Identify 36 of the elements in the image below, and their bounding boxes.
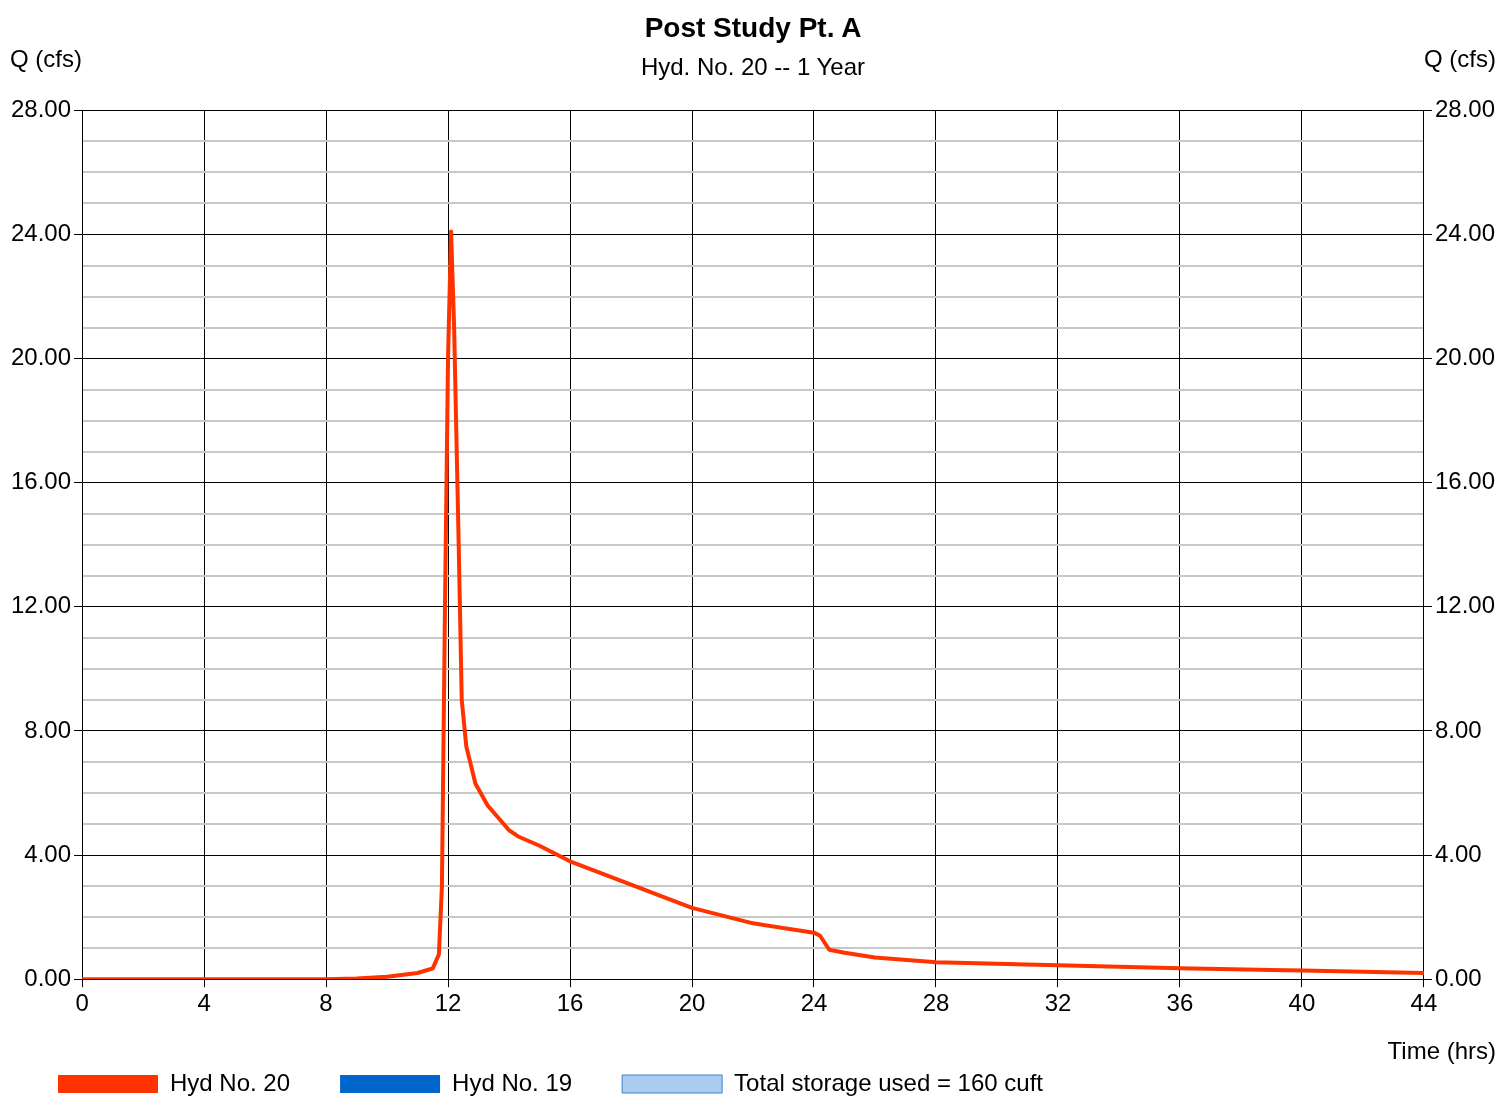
x-tick-label: 8 xyxy=(319,989,333,1017)
x-tick-label: 0 xyxy=(75,989,89,1017)
legend-label: Hyd No. 19 xyxy=(452,1068,573,1096)
x-tick-label: 28 xyxy=(922,989,950,1017)
y2-tick-label: 24.00 xyxy=(1434,219,1495,247)
x-tick-label: 20 xyxy=(678,989,706,1017)
y-tick-label: 16.00 xyxy=(11,467,72,495)
y2-tick-label: 28.00 xyxy=(1434,95,1495,123)
x-tick-label: 24 xyxy=(800,989,828,1017)
x-tick-label: 16 xyxy=(556,989,584,1017)
y2-tick-label: 16.00 xyxy=(1434,467,1495,495)
chart-subtitle: Hyd. No. 20 -- 1 Year xyxy=(640,52,866,80)
y-tick-label: 12.00 xyxy=(11,591,72,619)
legend-label: Hyd No. 20 xyxy=(170,1068,291,1096)
x-tick-label: 32 xyxy=(1044,989,1072,1017)
x-tick-label: 4 xyxy=(197,989,211,1017)
y-axis-title: Q (cfs) xyxy=(10,44,82,72)
y2-tick-label: 4.00 xyxy=(1434,839,1482,867)
x-tick-label: 36 xyxy=(1166,989,1194,1017)
y2-tick-label: 12.00 xyxy=(1434,591,1495,619)
y2-tick-label: 8.00 xyxy=(1434,715,1482,743)
y-tick-label: 20.00 xyxy=(11,343,72,371)
x-axis-title: Time (hrs) xyxy=(1387,1036,1496,1064)
y-tick-label: 8.00 xyxy=(24,715,72,743)
y-tick-label: 24.00 xyxy=(11,219,72,247)
y2-tick-label: 0.00 xyxy=(1434,963,1482,991)
y-tick-label: 28.00 xyxy=(11,95,72,123)
y-tick-label: 0.00 xyxy=(24,963,72,991)
y2-tick-label: 20.00 xyxy=(1434,343,1495,371)
legend-label: Total storage used = 160 cuft xyxy=(734,1068,1044,1096)
y2-axis-title: Q (cfs) xyxy=(1424,44,1496,72)
x-tick-label: 40 xyxy=(1288,989,1316,1017)
y-tick-label: 4.00 xyxy=(24,839,72,867)
x-tick-label: 44 xyxy=(1410,989,1438,1017)
chart-title: Post Study Pt. A xyxy=(644,11,862,43)
x-tick-label: 12 xyxy=(434,989,462,1017)
